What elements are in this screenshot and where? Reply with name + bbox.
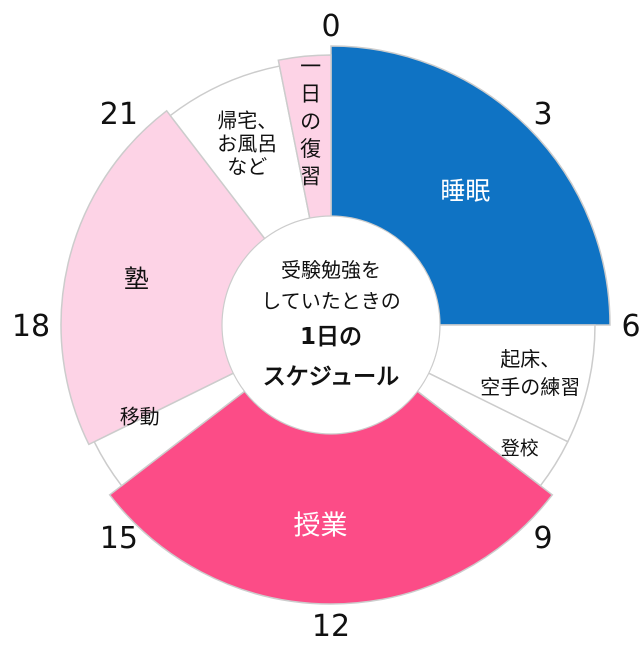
- segment-label-line: 移動: [120, 405, 160, 429]
- hour-tick-3: 3: [534, 97, 553, 132]
- hour-tick-15: 15: [100, 521, 138, 556]
- segment-label-line: 日: [300, 82, 321, 106]
- segment-label-line: 睡眠: [440, 177, 490, 206]
- segment-label-line: 塾: [124, 264, 149, 293]
- segment-label-7: 一日の復習: [300, 55, 321, 189]
- segment-label-line: など: [227, 155, 267, 179]
- hour-tick-21: 21: [100, 97, 138, 132]
- chart-title: 受験勉強を していたときの 1日の スケジュール: [261, 258, 400, 390]
- segment-label-line: 授業: [294, 510, 348, 541]
- hour-tick-6: 6: [621, 309, 640, 344]
- segment-label-line: 空手の練習: [480, 375, 580, 399]
- hour-tick-12: 12: [312, 609, 350, 644]
- segment-label-line: 帰宅、: [217, 109, 277, 133]
- center-circle: [221, 215, 441, 435]
- segment-label-1: 起床、空手の練習: [480, 347, 580, 399]
- chart-title-line-4: スケジュール: [263, 364, 399, 390]
- segment-label-4: 移動: [120, 405, 160, 429]
- hour-tick-18: 18: [12, 309, 50, 344]
- segment-label-5: 塾: [124, 264, 149, 293]
- segment-label-line: 復: [300, 137, 321, 161]
- chart-title-line-2: していたときの: [261, 289, 400, 313]
- segment-label-2: 登校: [501, 437, 539, 459]
- hour-ticks-group: 0 3 6 9 12 15 18 21: [12, 9, 641, 644]
- chart-title-line-3: 1日の: [300, 324, 362, 350]
- segment-label-line: 登校: [501, 437, 539, 459]
- segment-label-line: 起床、: [500, 347, 560, 371]
- hour-tick-0: 0: [321, 9, 340, 44]
- segment-label-line: 一: [300, 55, 321, 79]
- segment-label-line: 習: [300, 165, 321, 189]
- segment-label-line: の: [300, 110, 321, 134]
- hour-tick-9: 9: [534, 521, 553, 556]
- segment-5: [60, 109, 333, 446]
- segment-label-6: 帰宅、お風呂など: [217, 109, 277, 179]
- segment-label-line: お風呂: [217, 132, 277, 156]
- chart-title-line-1: 受験勉強を: [281, 258, 381, 282]
- segment-label-3: 授業: [294, 510, 348, 541]
- segment-label-0: 睡眠: [440, 177, 490, 206]
- segment-3: [108, 324, 554, 605]
